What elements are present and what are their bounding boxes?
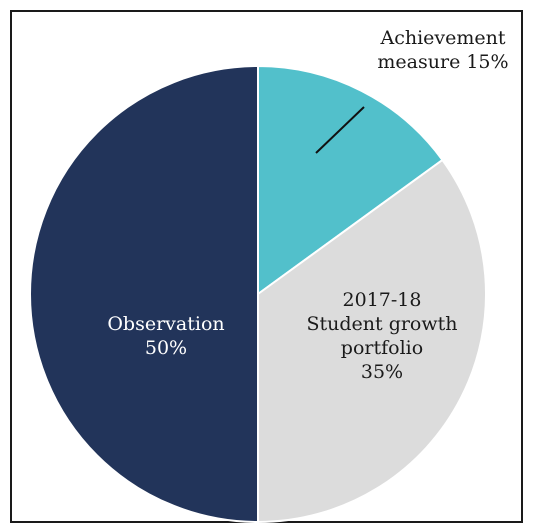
- slice-label-2017-18-student-growth-portfolio: 2017-18 Student growth portfolio 35%: [306, 289, 457, 383]
- slice-label-line: 35%: [361, 361, 403, 383]
- slice-label-line: measure 15%: [377, 51, 508, 73]
- pie-slice-2017-18-student-growth-portfolio: [257, 158, 487, 524]
- slice-label-line: Achievement: [379, 27, 505, 49]
- slice-label-line: Student growth: [306, 313, 457, 335]
- slice-label-observation: Observation 50%: [107, 313, 224, 359]
- slice-label-line: 2017-18: [343, 289, 422, 311]
- slice-label-line: portfolio: [341, 337, 423, 359]
- pie-slice-observation: [29, 64, 259, 524]
- achievement-leader-line: [315, 106, 365, 154]
- slice-label-line: Observation: [107, 313, 224, 335]
- slice-label-achievement-measure: Achievement measure 15%: [377, 27, 508, 73]
- pie-slice-achievement-measure: [257, 64, 444, 296]
- slice-label-line: 50%: [145, 337, 187, 359]
